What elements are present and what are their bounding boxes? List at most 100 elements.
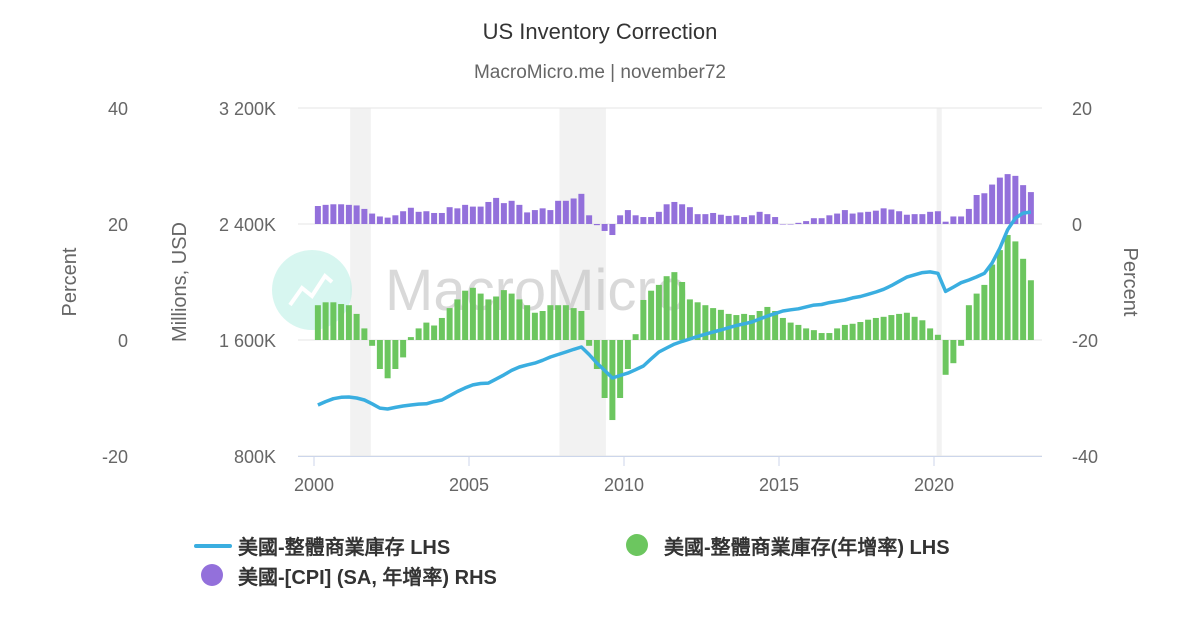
bar [570,308,577,340]
bar [376,340,383,369]
bar [547,305,554,340]
bar [609,340,616,421]
bar [493,296,500,340]
bar [609,224,616,236]
legend: 美國-整體商業庫存 LHS 美國-整體商業庫存(年增率) LHS 美國-[CPI… [194,534,950,589]
bar [973,195,980,224]
right-percent-tick-label: -40 [1072,447,1098,467]
legend-item-cpi[interactable]: 美國-[CPI] (SA, 年增率) RHS [201,564,497,589]
bar [865,319,872,340]
bar [717,214,724,224]
bar [632,334,639,340]
bar [896,313,903,340]
bar [663,204,670,224]
bar [477,293,484,340]
chart-title: US Inventory Correction [483,19,718,44]
bar [400,340,407,358]
bar [469,287,476,340]
x-tick-label: 2010 [604,475,644,495]
bar [934,334,941,340]
left-percent-tick-label: 20 [108,215,128,235]
inventory-yoy-bars [314,235,1034,421]
bar [795,222,802,224]
recession-band [350,108,371,456]
bar [454,299,461,340]
bar [601,224,608,231]
bar [361,208,368,224]
bar [896,211,903,224]
legend-dot-icon [201,564,223,586]
bar [407,207,414,224]
bar [640,299,647,340]
bar [547,210,554,224]
left-usd-tick-label: 2 400K [219,215,276,235]
bar [570,198,577,224]
bar [376,216,383,224]
bar [1004,174,1011,224]
bar [764,214,771,224]
bar [756,211,763,224]
bar [353,313,360,340]
bar [1004,235,1011,340]
bar [617,340,624,398]
bar [779,224,786,225]
bar [562,305,569,340]
bar [648,290,655,340]
bar [865,211,872,224]
inventory-line [317,210,1032,411]
bar [593,224,600,226]
bar [392,215,399,224]
bar [888,209,895,224]
bar [555,305,562,340]
left-percent-tick-label: -20 [102,447,128,467]
bar [423,322,430,340]
bar [803,328,810,340]
bar [578,193,585,224]
bar [508,293,515,340]
bar [353,205,360,224]
watermark-text: MacroMicro [385,258,688,323]
bar [671,272,678,340]
bar [911,214,918,224]
bar [679,282,686,340]
bar [826,333,833,340]
bar [934,211,941,224]
bar [330,204,337,224]
legend-item-inventory[interactable]: 美國-整體商業庫存 LHS [194,535,450,559]
bar [810,330,817,340]
bar [803,221,810,224]
bar [640,217,647,224]
bar [438,212,445,224]
legend-label: 美國-整體商業庫存 LHS [238,535,450,559]
bar [431,325,438,340]
bar [694,214,701,224]
bar [981,284,988,340]
bar [710,212,717,224]
bar [787,224,794,225]
bar [586,215,593,224]
bar [322,302,329,340]
bar [772,311,779,340]
bar [919,320,926,340]
bar [787,322,794,340]
bar [942,340,949,375]
bar [531,210,538,224]
bar [407,337,414,340]
bar [702,305,709,340]
bar [617,215,624,224]
bar [733,315,740,340]
left-percent-tick-label: 0 [118,331,128,351]
right-percent-tick-label: -20 [1072,331,1098,351]
bar [958,340,965,346]
left-percent-tick-label: 40 [108,99,128,119]
bar [880,208,887,224]
bar [686,299,693,340]
right-percent-tick-label: 0 [1072,215,1082,235]
legend-item-inventory-yoy[interactable]: 美國-整體商業庫存(年增率) LHS [626,534,950,559]
bar [1012,241,1019,340]
bar [849,323,856,340]
bar [927,211,934,224]
bar [1027,280,1034,340]
right-percent-axis-label: Percent [1119,248,1141,317]
bar [524,212,531,224]
